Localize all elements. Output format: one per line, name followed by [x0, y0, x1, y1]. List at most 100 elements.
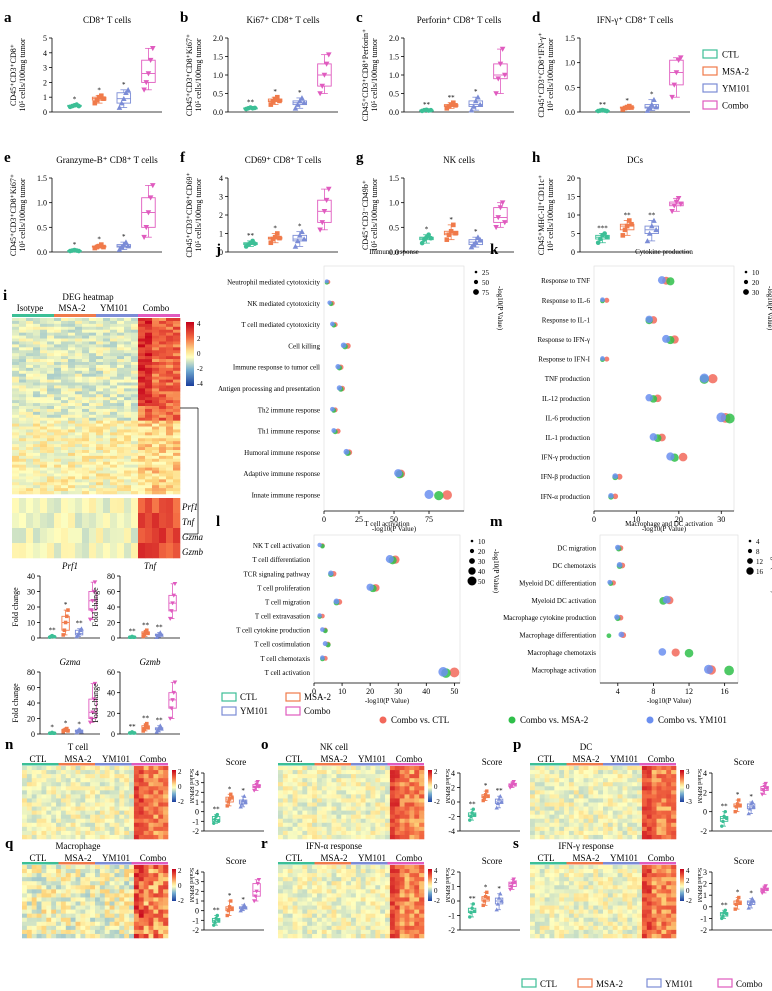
group-bar: [639, 763, 676, 766]
heatmap-cell: [103, 347, 111, 351]
heatmap-cell: [124, 335, 132, 339]
heatmap-cell: [656, 778, 662, 783]
heatmap-cell: [119, 929, 125, 935]
heatmap-cell: [583, 806, 589, 811]
heatmap-cell: [51, 921, 57, 927]
heatmap-cell: [138, 385, 146, 389]
heatmap-cell: [33, 420, 41, 424]
heatmap-cell: [75, 388, 83, 392]
heatmap-cell: [41, 921, 47, 927]
heatmap-cell: [47, 367, 55, 372]
heatmap-column-label: CTL: [30, 754, 47, 764]
heatmap-cell: [47, 388, 55, 392]
heatmap-cell: [68, 417, 76, 421]
size-legend-label: 4: [756, 538, 760, 546]
heatmap-cell: [297, 834, 303, 840]
heatmap-cell: [70, 893, 76, 898]
data-point: [669, 94, 675, 100]
heatmap-cell: [82, 329, 90, 333]
heatmap-cell: [124, 476, 132, 480]
heatmap-cell: [593, 794, 599, 799]
heatmap-cell: [46, 818, 52, 824]
heatmap-cell: [409, 778, 415, 783]
data-point: [495, 215, 502, 221]
heatmap-cell: [399, 770, 405, 775]
heatmap-cell: [70, 830, 76, 836]
heatmap-cell: [145, 467, 153, 471]
heatmap-cell: [152, 385, 160, 389]
heatmap-cell: [414, 786, 420, 791]
heatmap-cell: [99, 933, 106, 939]
heatmap-cell: [163, 925, 169, 931]
heatmap-cell: [54, 335, 62, 339]
data-point: [747, 806, 753, 811]
heatmap-cell: [75, 822, 81, 828]
heatmap-cell: [166, 323, 174, 328]
data-point: [296, 232, 303, 238]
data-point: [147, 57, 154, 63]
y-tick-label: 1.0: [213, 71, 223, 80]
heatmap-cell: [370, 770, 376, 775]
heatmap-cell: [564, 830, 570, 836]
heatmap-cell: [166, 391, 174, 395]
heatmap-cell: [145, 441, 153, 445]
heatmap-cell: [564, 794, 570, 799]
heatmap-cell: [68, 376, 76, 380]
significance-mark: **: [142, 621, 150, 629]
heatmap-cell: [110, 498, 118, 514]
heatmap-cell: [56, 814, 62, 820]
heatmap-cell: [110, 347, 118, 351]
heatmap-cell: [159, 488, 167, 492]
size-legend-dot: [747, 558, 753, 564]
heatmap-cell: [544, 782, 550, 787]
y-tick-label: 2.0: [213, 34, 223, 43]
heatmap-cell: [124, 786, 130, 791]
heatmap-cell: [145, 528, 153, 544]
heatmap-cell: [51, 830, 57, 836]
heatmap-cell: [65, 901, 71, 906]
heatmap-cell: [19, 394, 27, 398]
heatmap-cell: [661, 770, 667, 775]
heatmap-cell: [68, 423, 76, 427]
heatmap-cell: [331, 818, 337, 824]
y-tick-label: 20: [27, 603, 35, 612]
group-bar: [58, 763, 95, 766]
data-point: [477, 236, 483, 242]
y-tick-label: 0: [571, 248, 575, 257]
heatmap-cell: [124, 467, 132, 471]
heatmap-cell: [12, 403, 20, 407]
heatmap-cell: [326, 826, 332, 832]
heatmap-cell: [51, 885, 57, 890]
heatmap-cell: [385, 766, 391, 771]
heatmap-cell: [166, 476, 174, 480]
y-tick-label: 5: [43, 34, 47, 43]
heatmap-cell: [31, 814, 37, 820]
heatmap-cell: [82, 485, 90, 489]
heatmap-cell: [651, 774, 657, 779]
heatmap-cell: [68, 391, 76, 395]
heatmap-cell: [96, 498, 104, 514]
heatmap-cell: [646, 810, 652, 815]
heatmap-cell: [158, 782, 164, 787]
dot-blue: [614, 614, 620, 620]
heatmap-cell: [173, 382, 181, 386]
heatmap-cell: [22, 897, 28, 902]
heatmap-cell: [607, 786, 614, 791]
heatmap-cell: [75, 826, 81, 832]
heatmap-cell: [95, 885, 101, 890]
heatmap-cell: [82, 414, 90, 419]
data-point: [143, 225, 150, 231]
heatmap-cell: [110, 403, 118, 407]
heatmap-cell: [646, 778, 652, 783]
heatmap-cell: [47, 370, 55, 375]
heatmap-cell: [159, 450, 167, 454]
heatmap-cell: [60, 774, 67, 779]
heatmap-cell: [75, 370, 83, 375]
heatmap-cell: [539, 814, 545, 820]
heatmap-cell: [19, 473, 27, 477]
heatmap-cell: [534, 782, 541, 787]
heatmap-cell: [671, 778, 677, 783]
heatmap-cell: [355, 810, 362, 815]
